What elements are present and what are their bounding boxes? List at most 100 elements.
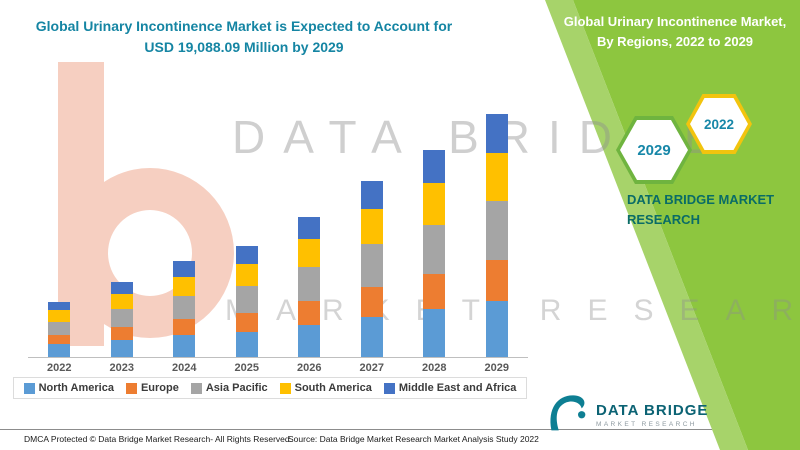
x-axis-label-2023: 2023 bbox=[109, 362, 134, 374]
bar-segment-2024-middle-east-and-africa bbox=[173, 261, 196, 277]
bar-segment-2026-europe bbox=[298, 300, 321, 325]
logo-subtitle: MARKET RESEARCH bbox=[596, 420, 697, 428]
hexagon-year-2029: 2029 bbox=[616, 116, 692, 184]
bar-segment-2022-north-america bbox=[48, 344, 71, 357]
bar-slot bbox=[216, 103, 279, 357]
bar-segment-2022-asia-pacific bbox=[48, 321, 71, 335]
databridge-logo-text: DATA BRIDGE MARKET RESEARCH bbox=[596, 402, 708, 428]
hexagon-inner bbox=[690, 98, 748, 150]
bar-slot bbox=[153, 103, 216, 357]
x-axis-label-2029: 2029 bbox=[484, 362, 509, 374]
bar-segment-2025-middle-east-and-africa bbox=[235, 246, 258, 264]
bar-segment-2025-north-america bbox=[235, 331, 258, 357]
bar-segment-2026-asia-pacific bbox=[298, 267, 321, 301]
legend-label: Europe bbox=[140, 382, 179, 394]
legend-label: South America bbox=[294, 382, 372, 394]
bar-segment-2028-europe bbox=[423, 274, 446, 310]
x-axis-label-2027: 2027 bbox=[359, 362, 384, 374]
footer-divider bbox=[0, 429, 712, 430]
legend-label: Asia Pacific bbox=[205, 382, 268, 394]
bar-segment-2025-south-america bbox=[235, 263, 258, 287]
panel-brand-text: DATA BRIDGE MARKET RESEARCH bbox=[627, 192, 775, 227]
bar-slot bbox=[341, 103, 404, 357]
bar-segment-2027-south-america bbox=[360, 209, 383, 245]
panel-title: Global Urinary Incontinence Market, By R… bbox=[563, 14, 787, 49]
bar-segment-2022-europe bbox=[48, 334, 71, 345]
legend-label: Middle East and Africa bbox=[398, 382, 517, 394]
hexagon-year-2022: 2022 bbox=[686, 94, 752, 154]
bar-segment-2029-europe bbox=[485, 259, 508, 301]
bar-segment-2025-asia-pacific bbox=[235, 286, 258, 313]
bar-segment-2024-europe bbox=[173, 318, 196, 335]
hexagon-year-label: 2029 bbox=[637, 141, 671, 159]
legend-label: North America bbox=[38, 382, 114, 394]
legend-item-asia-pacific: Asia Pacific bbox=[190, 382, 268, 394]
bar-segment-2027-europe bbox=[360, 286, 383, 317]
legend-swatch bbox=[383, 382, 395, 394]
x-axis-label-2025: 2025 bbox=[234, 362, 259, 374]
chart-legend: North America Europe Asia Pacific South Ame… bbox=[12, 377, 528, 399]
bar-segment-2024-asia-pacific bbox=[173, 295, 196, 319]
bar-segment-2023-europe bbox=[110, 326, 133, 340]
stacked-bar-2027 bbox=[360, 181, 383, 357]
bar-segment-2028-north-america bbox=[423, 309, 446, 357]
bar-segment-2023-asia-pacific bbox=[110, 308, 133, 327]
bar-segment-2023-north-america bbox=[110, 339, 133, 357]
legend-swatch bbox=[23, 382, 35, 394]
bar-segment-2025-europe bbox=[235, 312, 258, 332]
stacked-bar-2022 bbox=[48, 301, 71, 357]
bar-segment-2029-south-america bbox=[485, 152, 508, 202]
legend-swatch bbox=[190, 382, 202, 394]
legend-item-south-america: South America bbox=[279, 382, 372, 394]
bar-segment-2028-middle-east-and-africa bbox=[423, 150, 446, 184]
bar-slot bbox=[403, 103, 466, 357]
bar-segment-2027-north-america bbox=[360, 316, 383, 357]
bar-segment-2024-north-america bbox=[173, 335, 196, 357]
x-axis-label-2026: 2026 bbox=[297, 362, 322, 374]
legend-swatch bbox=[125, 382, 137, 394]
footer-source-text: Source: Data Bridge Market Research Mark… bbox=[288, 434, 539, 444]
bar-segment-2028-south-america bbox=[423, 183, 446, 225]
bar-segment-2026-middle-east-and-africa bbox=[298, 216, 321, 240]
legend-swatch bbox=[279, 382, 291, 394]
watermark-text-line2: MARKET RESEARCH bbox=[225, 294, 800, 327]
bar-segment-2027-middle-east-and-africa bbox=[360, 181, 383, 210]
x-axis-label-2022: 2022 bbox=[47, 362, 72, 374]
legend-item-europe: Europe bbox=[125, 382, 179, 394]
bar-segment-2022-middle-east-and-africa bbox=[48, 301, 71, 311]
bar-slot bbox=[278, 103, 341, 357]
bar-slot bbox=[91, 103, 154, 357]
logo-name: DATA BRIDGE bbox=[596, 401, 709, 419]
chart-plot bbox=[28, 103, 528, 358]
databridge-logo-icon bbox=[545, 390, 589, 439]
bar-segment-2027-asia-pacific bbox=[360, 244, 383, 287]
bar-segment-2029-middle-east-and-africa bbox=[485, 113, 508, 153]
legend-item-middle-east-and-africa: Middle East and Africa bbox=[383, 382, 517, 394]
bar-segment-2026-north-america bbox=[298, 324, 321, 357]
footer-dmca-text: DMCA Protected © Data Bridge Market Rese… bbox=[24, 434, 292, 444]
bar-segment-2028-asia-pacific bbox=[423, 224, 446, 275]
databridge-logo: DATA BRIDGE MARKET RESEARCH bbox=[545, 390, 708, 439]
hexagon-year-label: 2022 bbox=[703, 116, 735, 132]
bar-segment-2029-north-america bbox=[485, 301, 508, 357]
x-axis-label-2024: 2024 bbox=[172, 362, 197, 374]
stacked-bar-2029 bbox=[485, 113, 508, 357]
bar-segment-2023-middle-east-and-africa bbox=[110, 281, 133, 294]
stacked-bar-2025 bbox=[235, 246, 258, 357]
x-axis-labels: 2022 2023 2024 2025 2026 2027 2028 2029 bbox=[28, 362, 528, 374]
chart-legend-wrap: North America Europe Asia Pacific South Ame… bbox=[10, 377, 530, 399]
chart-title: Global Urinary Incontinence Market is Ex… bbox=[35, 18, 453, 55]
bar-segment-2029-asia-pacific bbox=[485, 201, 508, 260]
bar-segment-2024-south-america bbox=[173, 276, 196, 296]
bar-slot bbox=[28, 103, 91, 357]
stacked-bar-2024 bbox=[173, 261, 196, 357]
bar-segment-2023-south-america bbox=[110, 293, 133, 309]
bar-segment-2026-south-america bbox=[298, 239, 321, 268]
bar-segment-2022-south-america bbox=[48, 310, 71, 322]
legend-item-north-america: North America bbox=[23, 382, 114, 394]
stacked-bar-2026 bbox=[298, 216, 321, 357]
x-axis-label-2028: 2028 bbox=[422, 362, 447, 374]
stacked-bar-2028 bbox=[423, 150, 446, 357]
stacked-bar-2023 bbox=[110, 281, 133, 357]
